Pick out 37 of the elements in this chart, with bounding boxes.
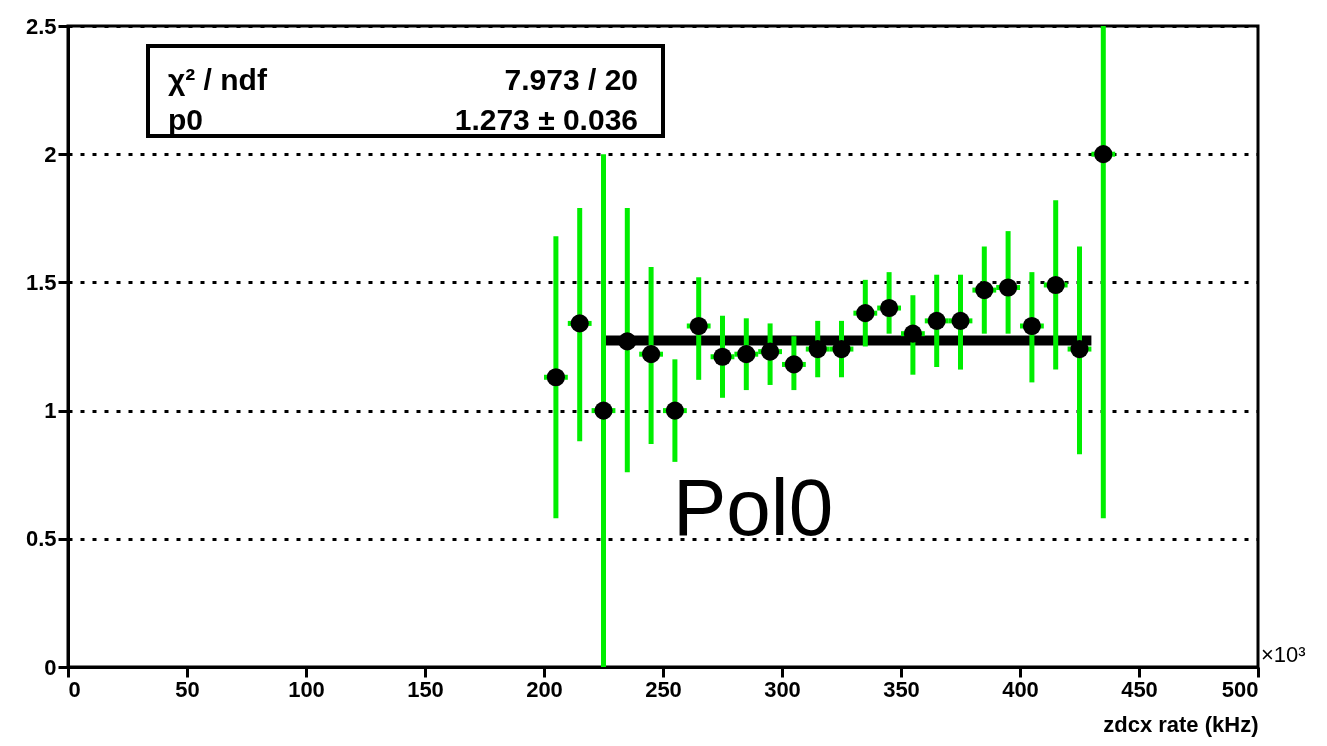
annotation: 1.273 ± 0.036: [454, 103, 638, 136]
point: [1094, 145, 1113, 164]
point: [689, 316, 708, 336]
x-tick-label: 0: [68, 676, 81, 702]
annotation: 7.973 / 20: [504, 63, 638, 96]
y-tick-label: 0.5: [25, 526, 57, 552]
x-tick-label: 300: [764, 676, 801, 702]
y-tick-label: 2: [44, 141, 57, 167]
x-tick-label: 150: [407, 676, 444, 702]
y-tick-label: 2.5: [25, 13, 57, 39]
x-tick-label: 350: [883, 676, 920, 702]
point: [1022, 316, 1041, 336]
text: ×10³: [1261, 642, 1306, 667]
point: [1046, 275, 1065, 295]
point: [546, 368, 565, 387]
y-tick-label: 1.5: [25, 269, 57, 295]
y-tick-label: 1: [44, 398, 57, 424]
point: [570, 314, 589, 333]
x-tick-label: 100: [288, 676, 325, 702]
annotation: χ² / ndf: [168, 63, 268, 96]
x-tick-label: 450: [1121, 676, 1158, 702]
x-tick-label: 500: [1221, 676, 1259, 702]
x-tick-label: 250: [645, 676, 682, 702]
point: [618, 332, 637, 351]
point: [642, 345, 661, 364]
x-tick-label: 50: [175, 676, 200, 702]
y-tick-label: 0: [44, 654, 57, 680]
x-tick-label: 400: [1002, 676, 1039, 702]
annotation: Pol0: [673, 463, 834, 552]
annotation: p0: [168, 103, 204, 136]
point: [665, 401, 684, 420]
point: [1070, 340, 1089, 359]
point: [903, 324, 922, 343]
x-axis-title: zdcx rate (kHz): [1103, 711, 1259, 737]
point: [594, 401, 613, 420]
x-tick-label: 200: [526, 676, 563, 702]
point: [784, 355, 803, 374]
